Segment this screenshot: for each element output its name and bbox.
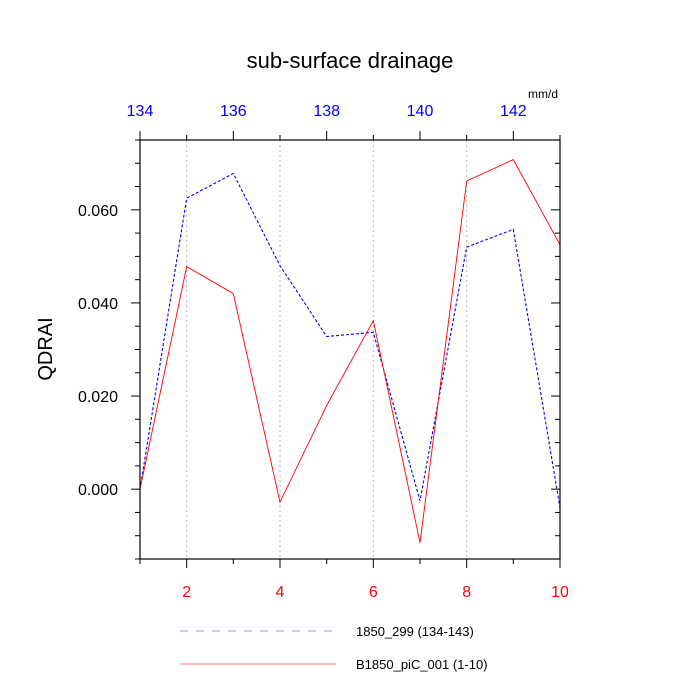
- series-lines: [139, 159, 561, 543]
- y-tick-label: 0.020: [78, 389, 118, 406]
- y-tick-label: 0.040: [78, 296, 118, 313]
- series-line-bottom: [139, 159, 561, 543]
- legend-label: B1850_piC_001 (1-10): [356, 657, 488, 672]
- series-line-top: [139, 172, 561, 508]
- x-bottom-tick-label: 4: [276, 584, 285, 601]
- x-top-tick-label: 140: [407, 103, 434, 120]
- plot-frame: [139, 139, 561, 560]
- grid-lines: [186, 140, 468, 559]
- x-bottom-tick-label: 8: [462, 584, 471, 601]
- axis-ticks: [131, 131, 561, 568]
- x-top-tick-label: 138: [313, 103, 340, 120]
- legend: 1850_299 (134-143) B1850_piC_001 (1-10): [180, 624, 488, 672]
- x-bottom-tick-label: 2: [182, 584, 191, 601]
- y-tick-label: 0.000: [78, 482, 118, 499]
- axis-tick-labels: 0.000 0.020 0.040 0.060 2 4 6 8 10 134 136 138 140 14…: [78, 103, 569, 601]
- units-label: mm/d: [528, 87, 558, 101]
- x-bottom-tick-label: 10: [551, 584, 569, 601]
- chart-title: sub-surface drainage: [247, 48, 454, 73]
- x-top-tick-label: 136: [220, 103, 247, 120]
- y-axis-label: QDRAI: [35, 317, 57, 380]
- x-top-tick-label: 142: [500, 103, 527, 120]
- y-tick-label: 0.060: [78, 203, 118, 220]
- x-bottom-tick-label: 6: [369, 584, 378, 601]
- x-top-tick-label: 134: [127, 103, 154, 120]
- legend-label: 1850_299 (134-143): [356, 624, 474, 639]
